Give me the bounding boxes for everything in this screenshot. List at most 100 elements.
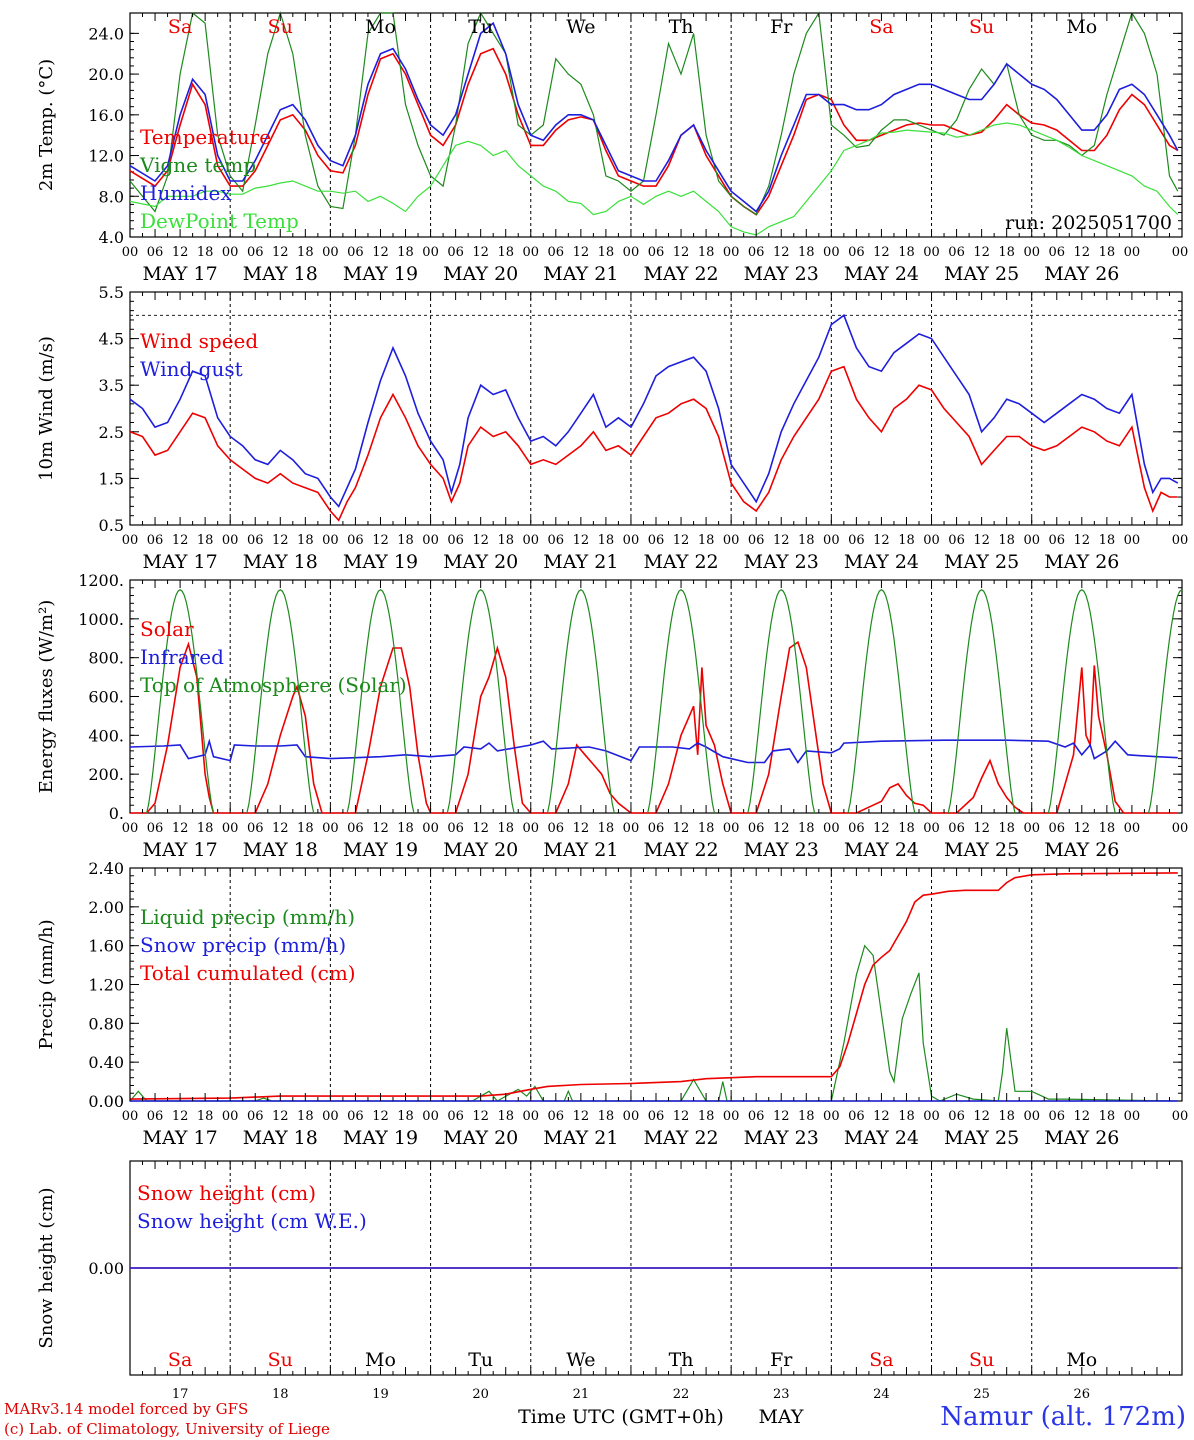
x-hour-label: 06 <box>147 821 164 836</box>
x-hour-label: 18 <box>798 533 815 548</box>
weekday-label-top: Tu <box>468 16 493 38</box>
x-date-label: MAY 18 <box>243 1127 318 1149</box>
x-date-label: MAY 20 <box>443 1127 518 1149</box>
x-hour-label: 06 <box>848 245 865 260</box>
x-hour-label: 18 <box>1099 533 1116 548</box>
x-hour-label: 06 <box>948 1109 965 1124</box>
series-line-toa-solar <box>647 588 715 814</box>
x-date-label: MAY 24 <box>844 1127 919 1149</box>
y-tick-label: 1200. <box>78 571 124 590</box>
y-axis-label: Snow height (cm) <box>36 1187 57 1348</box>
x-date-label: MAY 24 <box>844 551 919 573</box>
day-number-label: 22 <box>673 1387 690 1402</box>
x-date-label: MAY 25 <box>944 839 1019 861</box>
x-hour-label: 12 <box>973 245 990 260</box>
y-tick-label: 0.5 <box>99 516 124 535</box>
x-date-label: MAY 18 <box>243 839 318 861</box>
legend-entry: Solar <box>140 617 194 641</box>
x-hour-label: 06 <box>548 1109 565 1124</box>
series-line-toa-solar <box>546 588 615 814</box>
y-tick-label: 0.80 <box>88 1014 124 1033</box>
x-hour-label: 06 <box>1048 533 1065 548</box>
x-hour-label: 18 <box>798 1109 815 1124</box>
x-hour-label: 00 <box>923 1109 940 1124</box>
x-hour-label: 00 <box>823 821 840 836</box>
x-hour-label: 18 <box>998 245 1015 260</box>
x-hour-label: 12 <box>272 1109 289 1124</box>
x-hour-label: 18 <box>397 1109 414 1124</box>
weekday-label-bottom: Tu <box>468 1349 493 1371</box>
x-date-label: MAY 17 <box>143 551 218 573</box>
x-date-label: MAY 21 <box>543 1127 618 1149</box>
x-hour-label: 18 <box>998 1109 1015 1124</box>
x-hour-label: 12 <box>573 821 590 836</box>
x-hour-label: 12 <box>973 533 990 548</box>
x-hour-label: 18 <box>598 533 615 548</box>
x-hour-label: 18 <box>497 245 514 260</box>
day-number-label: 17 <box>172 1387 189 1402</box>
x-hour-label: 00 <box>122 1109 139 1124</box>
x-hour-label: 12 <box>272 821 289 836</box>
x-date-label: MAY 23 <box>744 1127 819 1149</box>
legend-entry: Snow height (cm W.E.) <box>137 1209 367 1233</box>
x-hour-label: 00 <box>1124 245 1141 260</box>
series-line-dewpoint-temp <box>129 122 1179 236</box>
x-hour-label: 18 <box>297 821 314 836</box>
x-date-label: MAY 20 <box>443 839 518 861</box>
x-date-label: MAY 22 <box>643 839 718 861</box>
x-hour-label: 00 <box>623 245 640 260</box>
weekday-label-bottom: Sa <box>869 1349 893 1371</box>
x-hour-label: 00 <box>623 1109 640 1124</box>
day-number-label: 24 <box>873 1387 890 1402</box>
series-line-total-cumulated-cm- <box>129 872 1178 1100</box>
x-hour-label: 12 <box>773 1109 790 1124</box>
x-hour-label: 12 <box>472 245 489 260</box>
x-hour-label: 00 <box>222 1109 239 1124</box>
x-date-label: MAY 22 <box>643 263 718 285</box>
x-hour-label: 18 <box>197 533 214 548</box>
legend-entry: Wind speed <box>140 329 258 353</box>
x-date-label: MAY 25 <box>944 551 1019 573</box>
x-hour-label: 00 <box>1023 245 1040 260</box>
x-hour-label: 12 <box>973 1109 990 1124</box>
x-hour-label: 00 <box>723 245 740 260</box>
x-hour-label: 06 <box>247 245 264 260</box>
x-hour-label: 00 <box>1124 533 1141 548</box>
x-hour-label: 06 <box>1048 245 1065 260</box>
day-number-label: 19 <box>372 1387 389 1402</box>
weekday-label-bottom: Mo <box>365 1349 396 1371</box>
day-number-label: 25 <box>973 1387 990 1402</box>
x-hour-label: 18 <box>698 821 715 836</box>
x-hour-label: 12 <box>673 821 690 836</box>
x-hour-label: 12 <box>573 1109 590 1124</box>
legend-entry: Wind gust <box>140 357 243 381</box>
x-hour-label: 12 <box>673 245 690 260</box>
y-tick-label: 1.20 <box>88 976 124 995</box>
x-hour-label: 12 <box>873 245 890 260</box>
y-tick-label: 0.00 <box>88 1259 124 1278</box>
legend-entry: Vigne temp <box>139 153 256 177</box>
x-hour-label: 18 <box>898 245 915 260</box>
x-hour-label: 06 <box>247 821 264 836</box>
x-hour-label: 00 <box>723 533 740 548</box>
x-hour-label: 00 <box>422 245 439 260</box>
x-hour-label: 18 <box>998 821 1015 836</box>
series-line-toa-solar <box>947 588 1016 814</box>
legend-entry: Top of Atmosphere (Solar) <box>140 673 407 697</box>
weekday-label-top: Mo <box>1066 16 1097 38</box>
x-hour-label: 00 <box>1023 1109 1040 1124</box>
x-hour-label: 06 <box>447 533 464 548</box>
x-hour-label: 06 <box>648 821 665 836</box>
x-hour-label: 18 <box>497 1109 514 1124</box>
x-hour-label: 18 <box>598 245 615 260</box>
x-hour-label: 18 <box>1099 245 1116 260</box>
x-hour-label: 18 <box>297 1109 314 1124</box>
y-tick-label: 8.0 <box>99 187 124 206</box>
x-hour-label: 18 <box>598 1109 615 1124</box>
y-tick-label: 4.5 <box>99 330 124 349</box>
weekday-label-bottom: Su <box>969 1349 994 1371</box>
day-number-label: 18 <box>272 1387 289 1402</box>
weekday-label-bottom: Su <box>268 1349 293 1371</box>
x-hour-label: 06 <box>848 821 865 836</box>
x-date-label: MAY 20 <box>443 263 518 285</box>
